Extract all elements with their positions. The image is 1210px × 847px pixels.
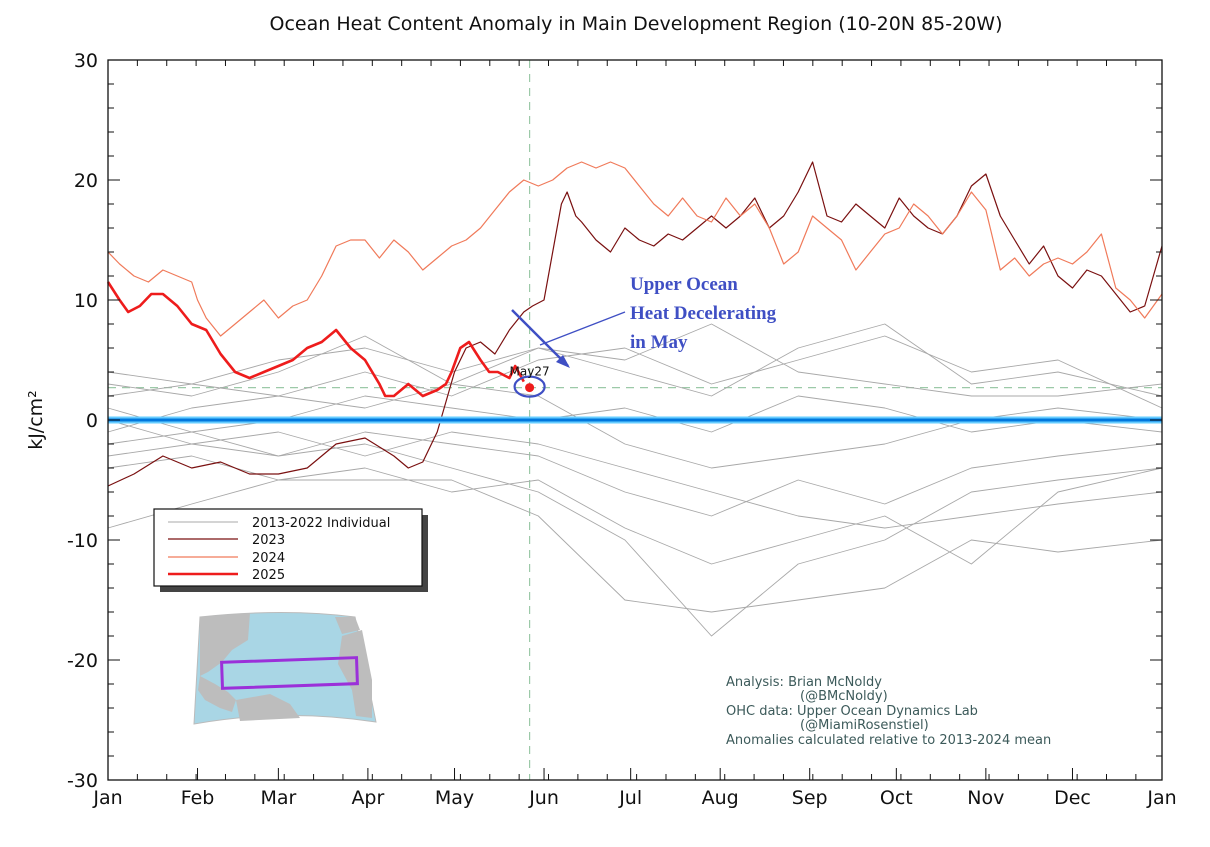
- map-land-south-america: [236, 694, 300, 721]
- y-tick-label: 0: [86, 410, 98, 432]
- annotation-line-1: Upper Ocean: [630, 274, 738, 295]
- legend-label-individual: 2013-2022 Individual: [252, 516, 390, 531]
- x-tick-label-dec: Dec: [1054, 787, 1091, 809]
- annotation-line-2: Heat Decelerating: [630, 303, 777, 324]
- y-tick-label: -10: [67, 530, 98, 552]
- x-tick-label-nov: Nov: [967, 787, 1004, 809]
- annotation-arrow-head: [556, 355, 570, 368]
- y-tick-label: 30: [74, 50, 98, 72]
- credit-anomaly-note: Anomalies calculated relative to 2013-20…: [726, 733, 1051, 748]
- series-line-individual-9: [107, 431, 1163, 529]
- map-land-europe: [335, 617, 360, 634]
- x-axis-ticks: Jan Feb Mar Apr May Jun Jul Aug Sep Oct Nov Dec Jan: [92, 60, 1177, 809]
- series-line-individual-12: [107, 323, 1163, 397]
- x-tick-label-apr: Apr: [351, 787, 384, 809]
- annotation-pointer: [539, 311, 626, 346]
- annotation-line-3: in May: [630, 332, 688, 353]
- series-line-2024: [107, 161, 1163, 337]
- credit-data-handle: (@MiamiRosenstiel): [800, 718, 929, 733]
- y-tick-label: 20: [74, 170, 98, 192]
- marker-dot: [525, 383, 535, 393]
- may27-marker: May27: [510, 365, 550, 398]
- y-axis-label: kJ/cm²: [25, 390, 47, 450]
- credit-data: OHC data: Upper Ocean Dynamics Lab: [726, 704, 978, 719]
- highlight-years-series: [106, 161, 1163, 487]
- credit-analysis: Analysis: Brian McNoldy: [726, 675, 882, 690]
- x-tick-label-mar: Mar: [260, 787, 296, 809]
- x-tick-label-jan: Jan: [92, 787, 122, 809]
- legend-label-2023: 2023: [252, 533, 285, 548]
- series-line-2025: [106, 281, 525, 398]
- x-tick-label-feb: Feb: [181, 787, 215, 809]
- legend: 2013-2022 Individual 2023 2024 2025: [153, 508, 428, 592]
- annotation-arrow: [511, 309, 569, 367]
- chart-title: Ocean Heat Content Anomaly in Main Devel…: [270, 13, 1003, 35]
- marker-label: May27: [510, 365, 550, 379]
- series-line-individual-6: [107, 419, 1163, 517]
- reference-lines: [108, 60, 1162, 780]
- y-tick-label: 10: [74, 290, 98, 312]
- x-tick-label-jun: Jun: [528, 787, 559, 809]
- credits: Analysis: Brian McNoldy (@BMcNoldy) OHC …: [726, 675, 1051, 748]
- x-tick-label-oct: Oct: [880, 787, 913, 809]
- x-tick-label-jul: Jul: [618, 787, 642, 809]
- series-line-individual-7: [107, 383, 1163, 469]
- region-map-inset: [193, 612, 377, 725]
- map-land-north-america: [200, 613, 250, 676]
- credit-analysis-handle: (@BMcNoldy): [800, 689, 888, 704]
- series-line-individual-11: [107, 455, 1163, 565]
- legend-label-2024: 2024: [252, 551, 285, 566]
- x-tick-label-aug: Aug: [702, 787, 739, 809]
- x-tick-label-jan: Jan: [1146, 787, 1176, 809]
- series-line-individual-8: [107, 323, 1163, 397]
- legend-label-2025: 2025: [252, 568, 285, 583]
- y-axis-ticks: -30 -20 -10 0 10 20 30: [67, 50, 1162, 792]
- map-region-box: [220, 656, 359, 690]
- y-tick-label: -30: [67, 770, 98, 792]
- x-tick-label-sep: Sep: [792, 787, 828, 809]
- series-line-individual-10: [107, 395, 1163, 433]
- map-land-central-america: [198, 676, 236, 712]
- marker-circle: [513, 375, 546, 398]
- map-land-africa: [338, 630, 372, 718]
- series-line-2023: [107, 161, 1163, 487]
- x-tick-label-may: May: [435, 787, 474, 809]
- deceleration-annotation: Upper Ocean Heat Decelerating in May: [511, 274, 777, 368]
- y-tick-label: -20: [67, 650, 98, 672]
